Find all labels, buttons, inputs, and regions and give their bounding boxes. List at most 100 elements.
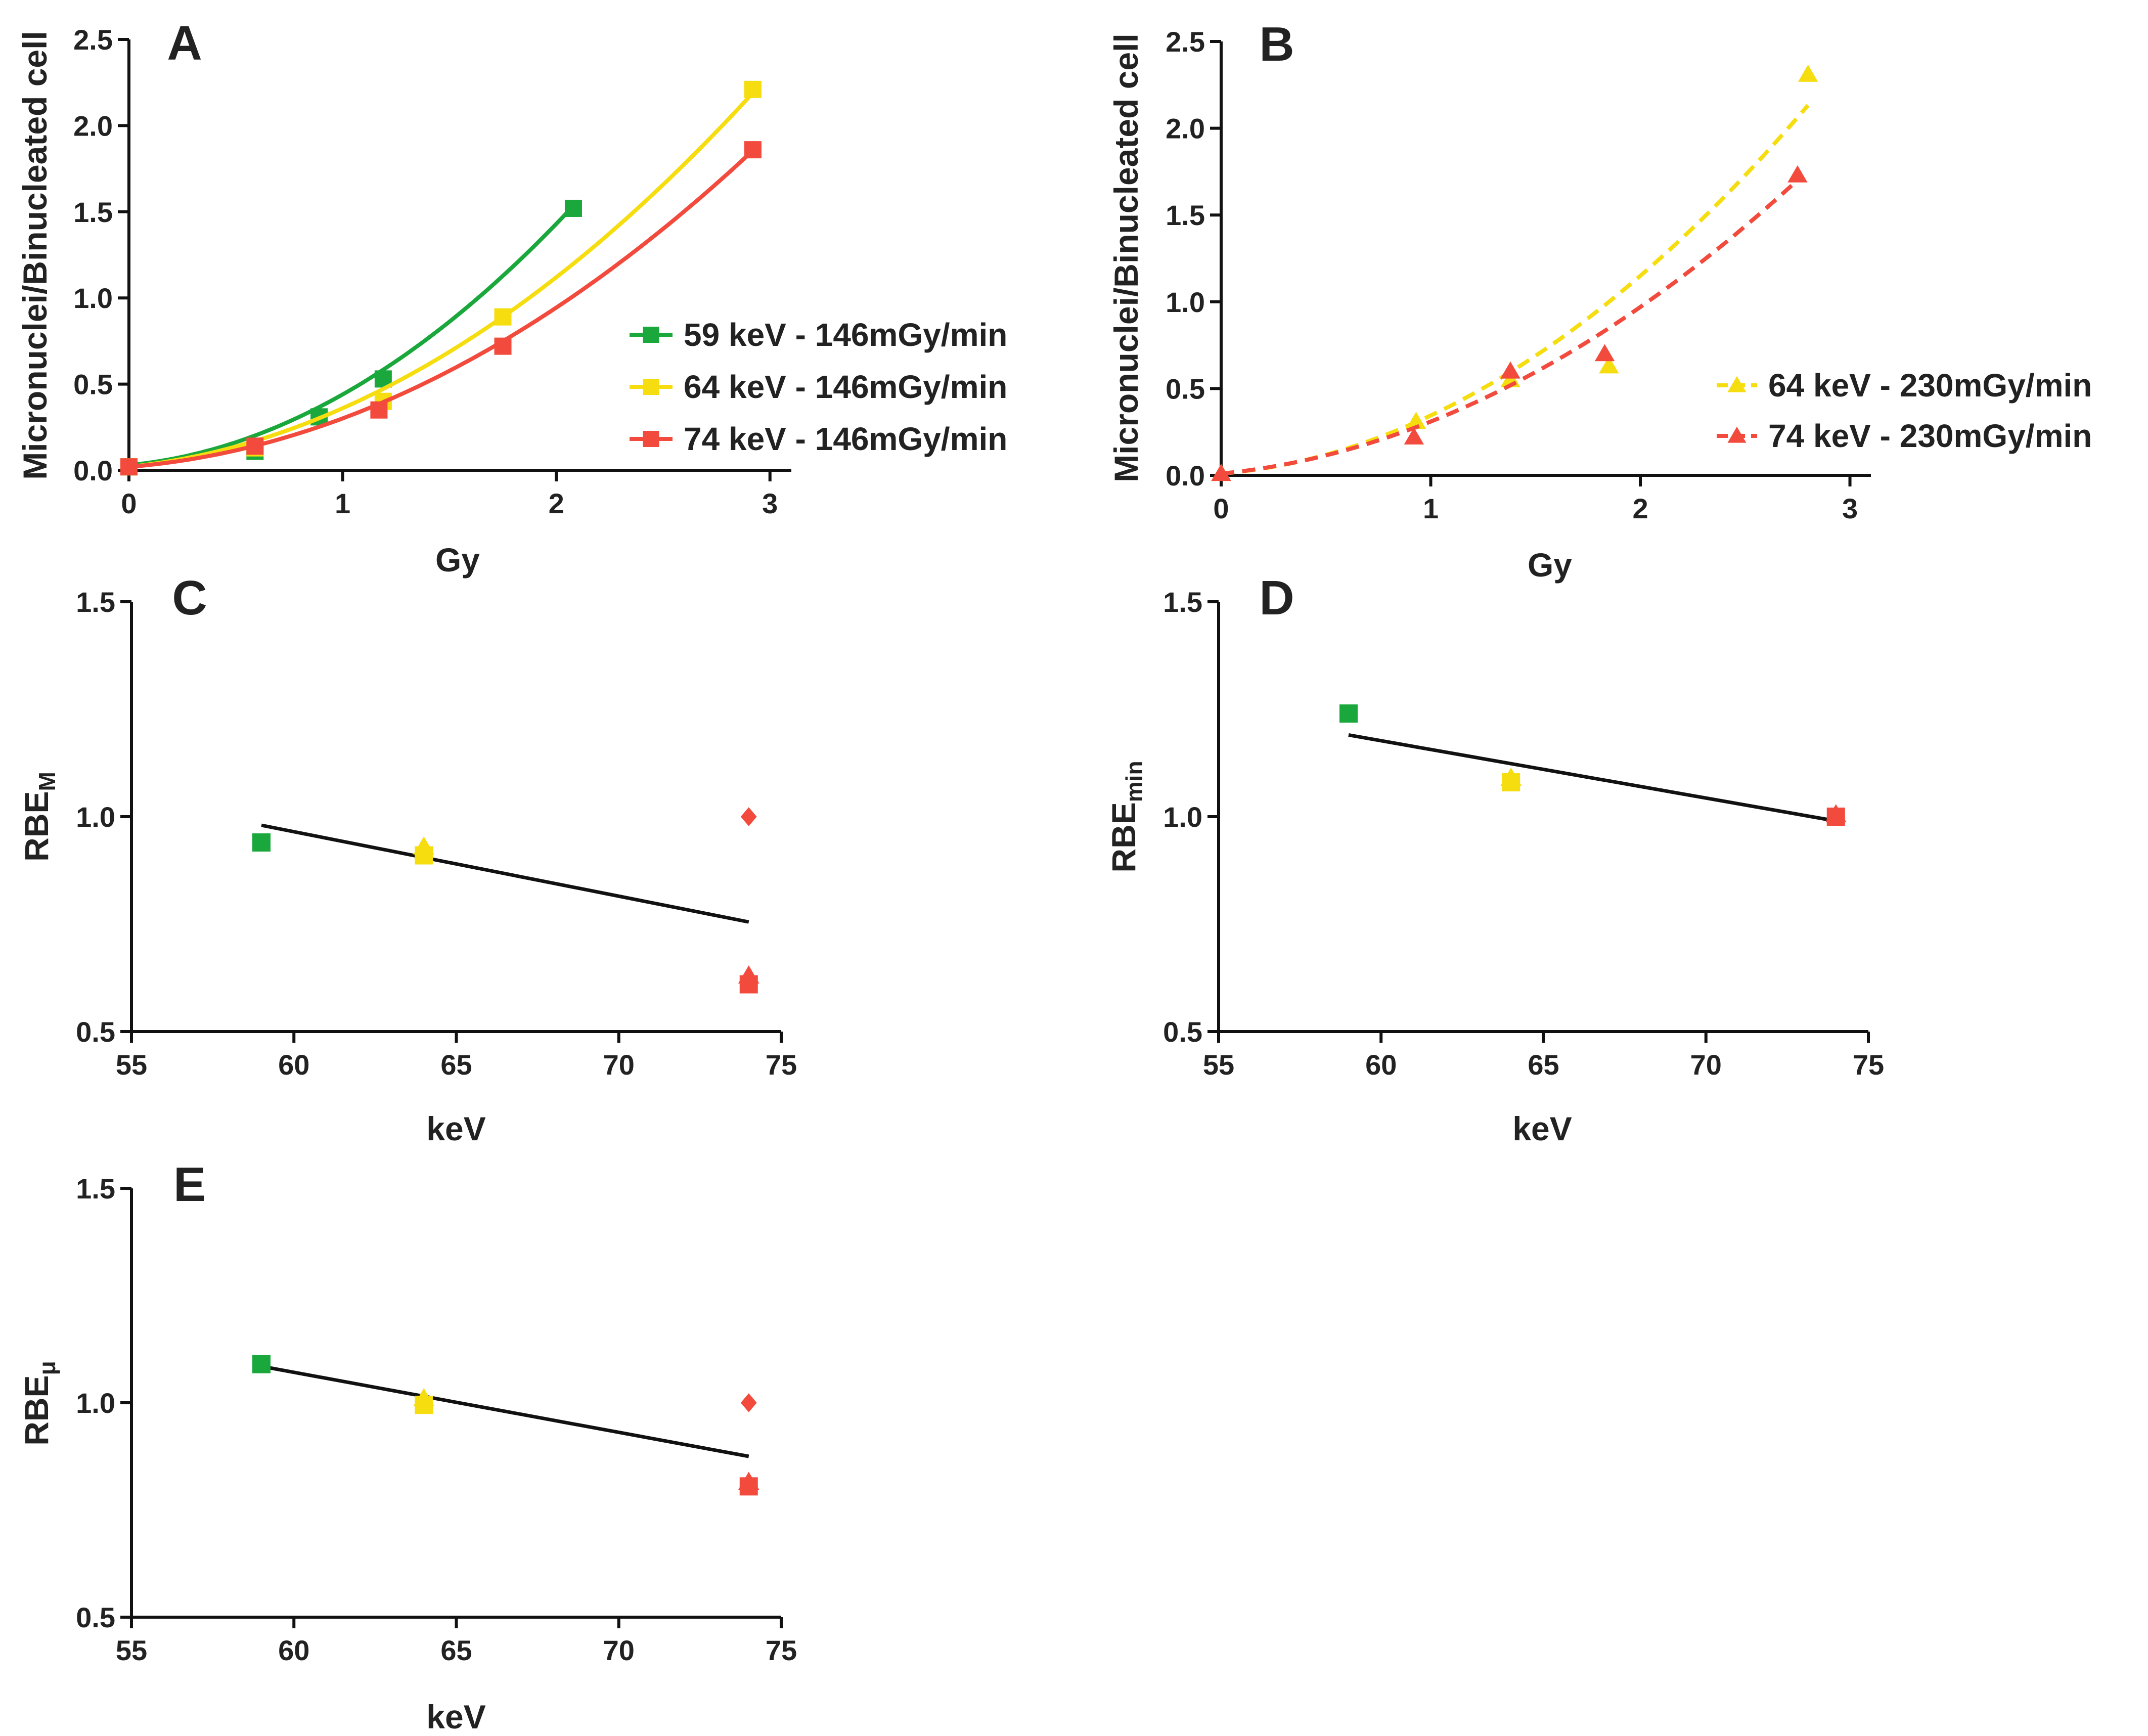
- x-tick-label: 60: [1365, 1049, 1397, 1081]
- data-point: [1826, 808, 1845, 826]
- data-point: [1406, 412, 1426, 429]
- x-tick-label: 60: [278, 1049, 309, 1081]
- x-axis-title: keV: [1512, 1110, 1572, 1147]
- y-tick-label: 0.5: [73, 369, 113, 400]
- y-tick-label: 0.5: [76, 1601, 115, 1633]
- x-tick-label: 55: [116, 1049, 147, 1081]
- y-tick-label: 0.0: [73, 455, 113, 486]
- x-tick-label: 65: [1528, 1049, 1559, 1081]
- x-tick-label: 75: [766, 1049, 797, 1081]
- x-tick-label: 3: [762, 487, 778, 519]
- data-point: [370, 401, 388, 419]
- y-tick-label: 1.0: [76, 1387, 115, 1419]
- data-point: [1594, 344, 1615, 362]
- legend-marker: [643, 379, 659, 395]
- x-tick-label: 75: [766, 1634, 797, 1666]
- y-tick-label: 1.5: [73, 196, 113, 228]
- fit-curve: [128, 91, 754, 469]
- data-point: [246, 437, 264, 455]
- y-axis-title: Micronuclei/Binucleated cell: [1107, 33, 1145, 482]
- y-tick-label: 2.0: [1166, 113, 1205, 145]
- panel-letter: C: [172, 571, 207, 625]
- fit-curve: [1221, 179, 1799, 476]
- panel-letter: E: [173, 1158, 206, 1212]
- data-point: [120, 458, 138, 476]
- x-tick-label: 1: [335, 487, 350, 519]
- data-point: [744, 141, 762, 159]
- panel-d: D 0.5 1.0 1.5 55 60 65 70 75 keV RBEmin: [1105, 571, 1884, 1147]
- x-tick-label: 70: [603, 1049, 635, 1081]
- x-axis-title: keV: [426, 1110, 485, 1147]
- fit-curve: [128, 204, 575, 467]
- data-point: [1599, 356, 1619, 374]
- x-tick-label: 2: [549, 487, 564, 519]
- data-point: [1787, 165, 1808, 183]
- panel-e: E 0.5 1.0 1.5 55 60 65 70 75 keV RBEμ: [18, 1158, 797, 1735]
- y-tick-label: 1.0: [1163, 801, 1202, 833]
- data-point: [740, 807, 757, 826]
- x-tick-label: 70: [1690, 1049, 1722, 1081]
- y-tick-label: 2.5: [73, 24, 113, 56]
- x-axis-title: Gy: [1528, 546, 1572, 584]
- x-tick-label: 3: [1842, 493, 1858, 524]
- x-tick-label: 55: [116, 1634, 147, 1666]
- x-tick-label: 0: [121, 487, 137, 519]
- y-tick-label: 2.5: [1166, 26, 1205, 58]
- y-axis-title-subscript: min: [1121, 761, 1147, 802]
- legend-label: 59 keV - 146mGy/min: [684, 317, 1007, 353]
- y-tick-label: 0.5: [1166, 373, 1205, 405]
- data-point: [494, 308, 512, 326]
- panel-letter: A: [167, 16, 202, 70]
- x-tick-label: 55: [1203, 1049, 1234, 1081]
- legend-label: 74 keV - 146mGy/min: [684, 421, 1007, 457]
- y-tick-label: 0.5: [1163, 1016, 1202, 1048]
- legend-marker: [1727, 426, 1747, 443]
- panel-letter: D: [1259, 571, 1294, 625]
- data-point: [494, 337, 512, 355]
- panel-a: A 0.0 0.5 1.0 1.5 2.0 2.5 0 1 2 3 Gy Micronuclei/Bin…: [16, 16, 1007, 578]
- data-point: [744, 80, 762, 98]
- y-axis-title: RBEμ: [18, 1361, 60, 1446]
- panel-c: C 0.5 1.0 1.5 55 60 65 70 75 keV RBEM: [18, 571, 797, 1147]
- panel-letter: B: [1259, 17, 1294, 71]
- legend-marker: [643, 327, 659, 343]
- fit-curve: [1221, 104, 1810, 476]
- x-tick-label: 70: [603, 1634, 635, 1666]
- y-axis-title: RBEM: [18, 772, 60, 862]
- x-tick-label: 0: [1213, 493, 1229, 524]
- y-axis-title: Micronuclei/Binucleated cell: [16, 31, 54, 480]
- legend-marker: [1727, 376, 1747, 392]
- trend-line: [1348, 733, 1837, 823]
- data-point: [1502, 773, 1520, 791]
- y-tick-label: 1.5: [76, 1173, 115, 1205]
- data-point: [252, 1355, 271, 1373]
- data-point: [1798, 64, 1818, 82]
- x-tick-label: 60: [278, 1634, 309, 1666]
- panel-b: B 0.0 0.5 1.0 1.5 2.0 2.5 0 1 2 3 Gy Micronuclei/Bin…: [1107, 17, 2092, 584]
- data-point: [564, 199, 582, 217]
- y-tick-label: 2.0: [73, 110, 113, 142]
- data-point: [1211, 464, 1231, 481]
- data-point: [739, 975, 758, 994]
- y-tick-label: 1.0: [1166, 286, 1205, 318]
- data-point: [1404, 427, 1424, 445]
- legend-marker: [643, 431, 659, 447]
- x-tick-label: 2: [1632, 493, 1648, 524]
- data-point: [252, 833, 271, 852]
- y-axis-title-subscript: M: [34, 772, 60, 791]
- y-tick-label: 1.5: [1163, 586, 1202, 618]
- y-tick-label: 0.5: [76, 1016, 115, 1048]
- data-point: [1500, 361, 1520, 379]
- y-tick-label: 1.0: [76, 801, 115, 833]
- y-axis-title: RBEmin: [1105, 761, 1147, 872]
- y-tick-label: 0.0: [1166, 460, 1205, 492]
- x-tick-label: 75: [1853, 1049, 1884, 1081]
- x-tick-label: 1: [1423, 493, 1439, 524]
- data-point: [415, 846, 433, 865]
- y-tick-label: 1.0: [73, 282, 113, 314]
- y-tick-label: 1.5: [76, 586, 115, 618]
- x-axis-title: keV: [426, 1698, 485, 1735]
- legend-label: 74 keV - 230mGy/min: [1768, 418, 2092, 454]
- fit-curve: [128, 149, 754, 469]
